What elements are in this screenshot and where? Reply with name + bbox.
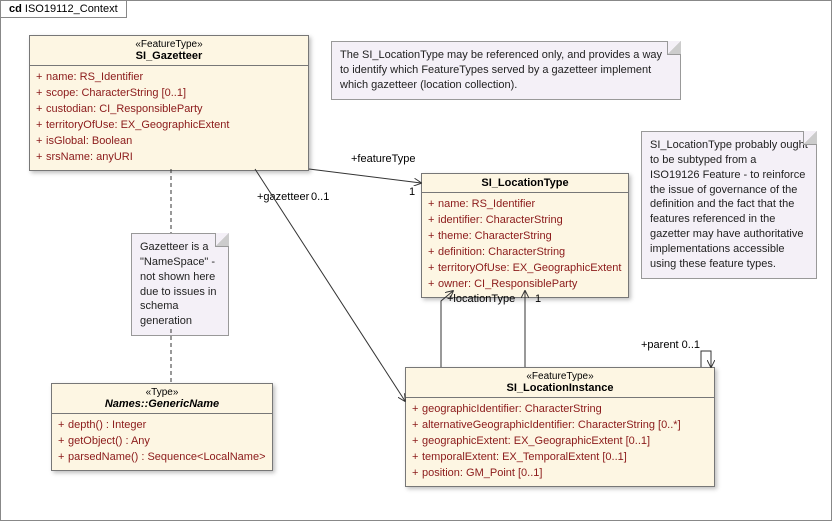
attr: identifier: CharacterString <box>438 214 563 226</box>
attr: name: RS_Identifier <box>438 198 535 210</box>
frame-title: ISO19112_Context <box>25 3 118 15</box>
class-head: SI_LocationType <box>422 174 628 193</box>
frame-kind: cd <box>9 3 22 15</box>
attr: position: GM_Point [0..1] <box>422 467 542 479</box>
class-name-label: Names::GenericName <box>58 398 266 410</box>
op: depth() : Integer <box>68 419 146 431</box>
class-generic-name: «Type» Names::GenericName +depth() : Int… <box>51 383 273 471</box>
stereotype-label: «FeatureType» <box>412 371 708 382</box>
class-si-gazetteer: «FeatureType» SI_Gazetteer +name: RS_Ide… <box>29 35 309 171</box>
class-attrs: +name: RS_Identifier +scope: CharacterSt… <box>30 66 308 170</box>
attr: theme: CharacterString <box>438 230 552 242</box>
attr: custodian: CI_ResponsibleParty <box>46 103 203 115</box>
attr: owner: CI_ResponsibleParty <box>438 278 577 290</box>
class-head: «FeatureType» SI_LocationInstance <box>406 368 714 398</box>
fold-icon <box>667 41 681 55</box>
class-attrs: +geographicIdentifier: CharacterString +… <box>406 398 714 486</box>
note-text: The SI_LocationType may be referenced on… <box>340 49 662 91</box>
class-ops: +depth() : Integer +getObject() : Any +p… <box>52 414 272 470</box>
class-si-locationinstance: «FeatureType» SI_LocationInstance +geogr… <box>405 367 715 487</box>
class-name-label: SI_LocationType <box>428 177 622 189</box>
op: parsedName() : Sequence<LocalName> <box>68 451 266 463</box>
assoc-mult-zero-one: 0..1 <box>311 191 329 203</box>
attr: territoryOfUse: EX_GeographicExtent <box>438 262 621 274</box>
frame-title-tab: cd ISO19112_Context <box>1 1 127 18</box>
class-name-label: SI_Gazetteer <box>36 50 302 62</box>
class-attrs: +name: RS_Identifier +identifier: Charac… <box>422 193 628 297</box>
class-head: «Type» Names::GenericName <box>52 384 272 414</box>
attr: definition: CharacterString <box>438 246 565 258</box>
note-right: SI_LocationType probably ought to be sub… <box>641 131 817 279</box>
op: getObject() : Any <box>68 435 150 447</box>
assoc-mult-1b: 1 <box>535 293 541 305</box>
attr: isGlobal: Boolean <box>46 135 132 147</box>
class-name-label: SI_LocationInstance <box>412 382 708 394</box>
note-top: The SI_LocationType may be referenced on… <box>331 41 681 100</box>
fold-icon <box>215 233 229 247</box>
assoc-label-gazetteer: +gazetteer <box>257 191 309 203</box>
attr: geographicIdentifier: CharacterString <box>422 403 602 415</box>
stereotype-label: «FeatureType» <box>36 39 302 50</box>
attr: srsName: anyURI <box>46 151 133 163</box>
attr: temporalExtent: EX_TemporalExtent [0..1] <box>422 451 627 463</box>
diagram-frame: cd ISO19112_Context «FeatureType» SI_Gaz… <box>0 0 832 521</box>
class-head: «FeatureType» SI_Gazetteer <box>30 36 308 66</box>
attr: geographicExtent: EX_GeographicExtent [0… <box>422 435 650 447</box>
assoc-label-parent: +parent 0..1 <box>641 339 700 351</box>
assoc-mult-1: 1 <box>409 186 415 198</box>
attr: alternativeGeographicIdentifier: Charact… <box>422 419 681 431</box>
note-mid: Gazetteer is a "NameSpace" - not shown h… <box>131 233 229 336</box>
note-text: SI_LocationType probably ought to be sub… <box>650 139 808 270</box>
fold-icon <box>803 131 817 145</box>
attr: scope: CharacterString [0..1] <box>46 87 186 99</box>
assoc-label-locationtype: +locationType <box>447 293 515 305</box>
attr: territoryOfUse: EX_GeographicExtent <box>46 119 229 131</box>
class-si-locationtype: SI_LocationType +name: RS_Identifier +id… <box>421 173 629 298</box>
note-text: Gazetteer is a "NameSpace" - not shown h… <box>140 241 216 327</box>
stereotype-label: «Type» <box>58 387 266 398</box>
assoc-label-featuretype: +featureType <box>351 153 416 165</box>
attr: name: RS_Identifier <box>46 71 143 83</box>
